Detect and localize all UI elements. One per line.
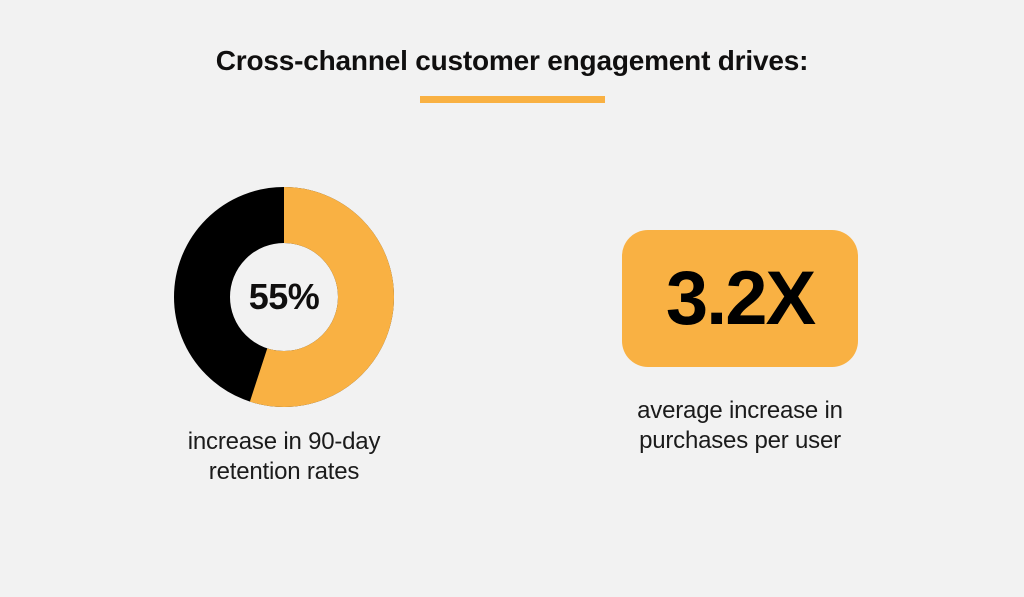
page-title: Cross-channel customer engagement drives… xyxy=(215,45,809,76)
caption-retention: increase in 90-day retention rates xyxy=(104,427,464,487)
caption-line-2: retention rates xyxy=(208,458,360,485)
caption-line-2: purchases per user xyxy=(639,427,841,454)
multiplier-badge-value: 3.2X xyxy=(665,255,816,341)
badge-spacer xyxy=(560,187,920,230)
stat-block-purchases: 3.2X average increase in purchases per u… xyxy=(560,187,920,456)
header: Cross-channel customer engagement drives… xyxy=(0,44,1024,103)
caption-line-1: increase in 90-day xyxy=(187,428,381,455)
stats-row: 55% increase in 90-day retention rates 3… xyxy=(0,187,1024,507)
title-underline-rule xyxy=(419,96,605,103)
multiplier-badge: 3.2X xyxy=(622,230,858,367)
donut-segment-value xyxy=(174,187,394,407)
caption-purchases: average increase in purchases per user xyxy=(560,396,920,456)
stat-block-retention: 55% increase in 90-day retention rates xyxy=(104,187,464,487)
caption-line-1: average increase in xyxy=(637,397,843,424)
donut-chart-svg xyxy=(174,187,394,407)
donut-chart: 55% xyxy=(174,187,394,407)
